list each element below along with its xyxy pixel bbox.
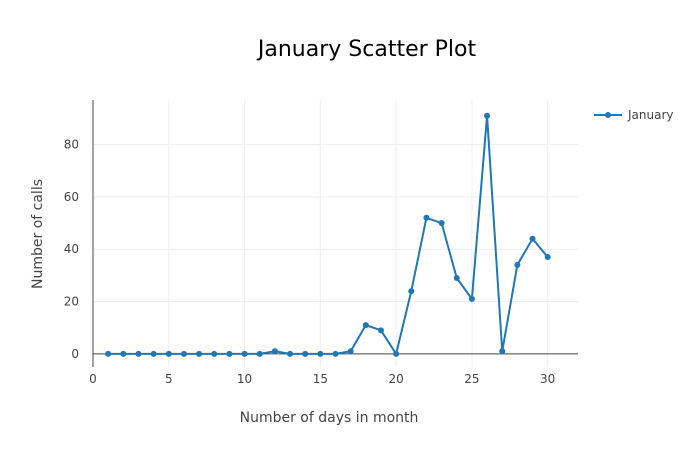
- data-point[interactable]: [362, 322, 369, 329]
- x-tick-label: 30: [540, 372, 555, 386]
- y-tick-label: 40: [64, 242, 79, 256]
- data-point[interactable]: [317, 350, 324, 357]
- data-point[interactable]: [514, 261, 521, 268]
- data-point[interactable]: [165, 350, 172, 357]
- data-point[interactable]: [332, 350, 339, 357]
- chart-title: January Scatter Plot: [256, 37, 477, 62]
- data-point[interactable]: [180, 350, 187, 357]
- data-point[interactable]: [544, 254, 551, 261]
- y-tick-label: 60: [64, 190, 79, 204]
- series-layer: [105, 112, 551, 357]
- legend[interactable]: January: [594, 108, 674, 122]
- data-point[interactable]: [484, 112, 491, 119]
- y-tick-label: 80: [64, 138, 79, 152]
- data-point[interactable]: [377, 327, 384, 334]
- legend-label-january: January: [627, 108, 674, 122]
- data-point[interactable]: [438, 220, 445, 227]
- x-axis-title: Number of days in month: [240, 410, 419, 426]
- data-point[interactable]: [529, 235, 536, 242]
- x-tick-label: 20: [388, 372, 403, 386]
- data-point[interactable]: [120, 350, 127, 357]
- x-tick-label: 25: [464, 372, 479, 386]
- series-line-january: [108, 114, 549, 355]
- legend-marker-january: [605, 112, 611, 118]
- data-point[interactable]: [408, 288, 415, 295]
- data-point[interactable]: [423, 214, 430, 221]
- data-point[interactable]: [256, 350, 263, 357]
- data-point[interactable]: [499, 348, 506, 355]
- data-point[interactable]: [226, 350, 233, 357]
- data-point[interactable]: [196, 350, 203, 357]
- tick-labels: 0 5 10 15 20 25 30 0 20 40 60 80: [64, 138, 556, 387]
- data-point[interactable]: [468, 295, 475, 302]
- y-axis-title: Number of calls: [30, 179, 46, 289]
- x-tick-label: 5: [165, 372, 173, 386]
- y-tick-label: 0: [71, 347, 79, 361]
- grid: [93, 100, 578, 367]
- data-point[interactable]: [105, 350, 112, 357]
- data-point[interactable]: [271, 348, 278, 355]
- x-tick-label: 0: [89, 372, 97, 386]
- axes: [92, 100, 578, 367]
- data-point[interactable]: [302, 350, 309, 357]
- data-point[interactable]: [347, 348, 354, 355]
- data-point[interactable]: [453, 275, 460, 281]
- x-tick-label: 15: [313, 372, 328, 386]
- data-point[interactable]: [393, 350, 400, 357]
- x-tick-label: 10: [237, 372, 252, 386]
- data-point[interactable]: [211, 350, 218, 357]
- data-point[interactable]: [241, 350, 248, 357]
- y-tick-label: 20: [64, 295, 79, 309]
- data-point[interactable]: [150, 350, 157, 357]
- data-point[interactable]: [287, 350, 294, 357]
- data-point[interactable]: [135, 350, 142, 357]
